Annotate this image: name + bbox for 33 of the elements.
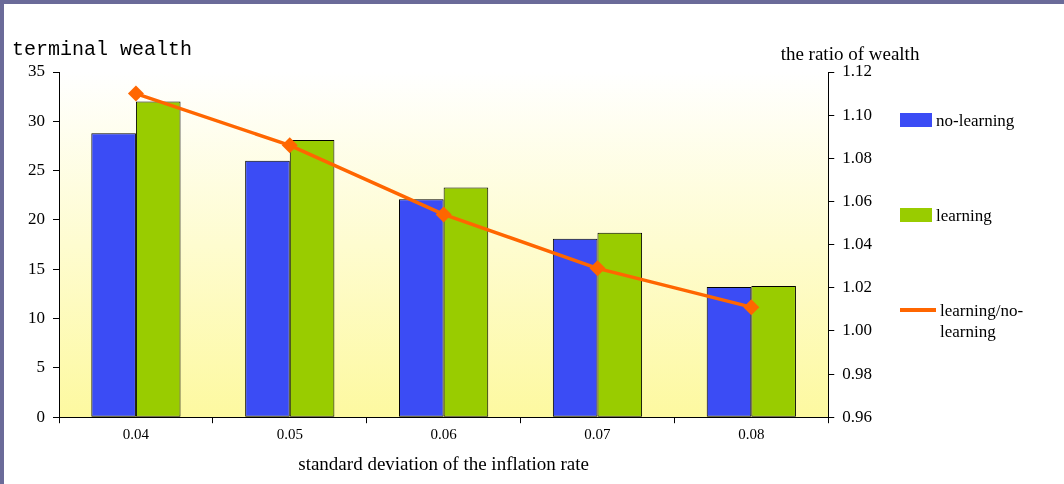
y2-tick-label: 0.96	[842, 406, 872, 426]
y2-tick-label: 1.02	[842, 277, 872, 297]
point	[127, 85, 144, 102]
point	[435, 206, 452, 223]
point	[281, 137, 298, 154]
y-tick-label: 5	[36, 357, 45, 377]
x-tick-label: 0.06	[430, 426, 458, 443]
y2-tick-label: 1.10	[842, 104, 872, 124]
y-tick-label: 25	[28, 160, 45, 180]
y2-tick-label: 1.00	[842, 320, 872, 340]
x-tick-label: 0.05	[276, 426, 303, 443]
y-axis-title: terminal wealth	[12, 38, 193, 61]
y2-tick-label: 1.04	[842, 234, 873, 254]
y2-tick-label: 0.98	[842, 363, 872, 383]
y2-tick-label: 1.12	[842, 61, 872, 81]
legend-label: learning/no-learning	[940, 300, 1025, 342]
y-tick-label: 30	[28, 110, 45, 130]
point	[589, 260, 606, 277]
x-tick-label: 0.04	[122, 426, 150, 443]
point	[743, 299, 760, 316]
y-tick-label: 0	[36, 406, 45, 426]
y-tick-label: 15	[28, 258, 45, 278]
y2-tick-label: 1.06	[842, 190, 872, 210]
x-tick-label: 0.07	[584, 426, 612, 443]
legend-label: no-learning	[936, 110, 1016, 131]
legend-label: learning	[936, 205, 993, 226]
y-tick-label: 35	[28, 61, 45, 81]
x-axis-title: standard deviation of the inflation rate	[298, 452, 589, 474]
y2-tick-label: 1.08	[842, 147, 872, 167]
x-tick-label: 0.08	[738, 426, 765, 443]
y-tick-label: 10	[28, 308, 45, 328]
y2-axis-title: the ratio of wealth	[780, 43, 920, 64]
y-tick-label: 20	[28, 209, 45, 229]
